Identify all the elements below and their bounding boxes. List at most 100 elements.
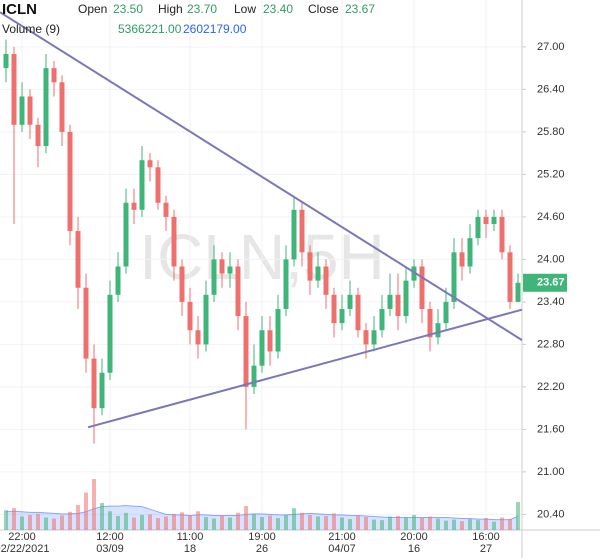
volume-bar (276, 518, 280, 530)
y-tick-label: 22.20 (537, 381, 565, 393)
candle-body (411, 266, 417, 281)
volume-bar (260, 517, 264, 530)
candle-body (219, 259, 225, 274)
volume-bar (196, 511, 200, 530)
trendline (0, 11, 523, 341)
candle-body (51, 68, 57, 83)
volume-bar (164, 516, 168, 530)
high-label: High (158, 2, 183, 16)
volume-bar (348, 519, 352, 530)
volume-bar (108, 511, 112, 530)
volume-bar (372, 519, 376, 530)
candle-body (195, 330, 201, 345)
candle-body (515, 282, 521, 302)
candle-body (235, 266, 241, 317)
volume-bar (68, 511, 72, 530)
candle-body (459, 252, 465, 267)
open-label: Open (78, 2, 107, 16)
volume-bar (412, 514, 416, 530)
volume-bar (28, 514, 32, 530)
candle-body (227, 266, 233, 274)
candle-body (91, 358, 97, 409)
volume-label: Volume (9) (2, 22, 60, 36)
volume-bar (84, 492, 88, 530)
volume-bar (484, 518, 488, 530)
volume-bar (396, 515, 400, 530)
candle-body (427, 308, 433, 338)
y-tick-label: 21.60 (537, 423, 565, 435)
candle-body (211, 259, 217, 295)
volume-bar (308, 514, 312, 530)
candle-body (43, 68, 49, 147)
volume-bar (284, 514, 288, 530)
x-date-label: 26 (256, 543, 268, 555)
candle-body (443, 301, 449, 324)
volume-bar (4, 510, 8, 530)
candle-body (419, 266, 425, 309)
candle-body (179, 266, 185, 302)
candle-body (67, 131, 73, 232)
volume-bar (36, 513, 40, 530)
candle-body (339, 308, 345, 324)
candle-body (507, 252, 513, 302)
candle-body (475, 216, 481, 239)
y-tick-label: 27.00 (537, 41, 565, 53)
volume-bar (444, 520, 448, 530)
candle-body (299, 209, 305, 253)
x-tick-label: 11:00 (177, 531, 204, 543)
candle-body (139, 160, 145, 210)
y-tick-label: 21.00 (537, 466, 565, 478)
x-date-label: 02/22/2021 (0, 543, 50, 555)
candle-body (259, 330, 265, 366)
volume-bar (380, 520, 384, 530)
x-date-label: 16 (408, 543, 420, 555)
candle-body (3, 53, 9, 69)
y-tick-label: 25.80 (537, 126, 565, 138)
low-value: 23.40 (263, 2, 293, 16)
y-tick-label: 24.00 (537, 253, 565, 265)
volume-bar (236, 512, 240, 530)
volume-bar (452, 519, 456, 530)
candle-body (291, 209, 297, 260)
candle-body (27, 96, 33, 125)
volume-bar (252, 513, 256, 530)
x-tick-label: 21:00 (328, 531, 356, 543)
candle-body (379, 308, 385, 331)
candle-body (275, 308, 281, 352)
candle-body (435, 323, 441, 338)
candle-body (323, 266, 329, 295)
volume-bar (420, 518, 424, 530)
candle-body (395, 294, 401, 317)
volume-bar (20, 516, 24, 530)
candle-body (355, 294, 361, 331)
candle-body (347, 294, 353, 309)
close-label: Close (308, 2, 339, 16)
volume-bar (388, 516, 392, 530)
volume-bar (148, 514, 152, 530)
candle-body (75, 231, 81, 288)
x-date-label: 04/07 (328, 543, 356, 555)
volume-bar (132, 517, 136, 530)
volume-bar (228, 517, 232, 530)
candle-body (467, 238, 473, 267)
candle-body (35, 124, 41, 147)
volume-bar (364, 517, 368, 530)
volume-ma-line (5, 505, 519, 521)
last-price-box (523, 273, 567, 292)
volume-bar (60, 515, 64, 530)
candle-body (363, 330, 369, 345)
candle-body (99, 372, 105, 409)
volume-bar (460, 521, 464, 530)
candle-body (283, 259, 289, 309)
volume-bar (220, 515, 224, 530)
volume-bar (404, 517, 408, 530)
volume-bar (212, 518, 216, 530)
volume-bar (100, 502, 104, 530)
candle-body (331, 294, 337, 324)
candle-body (243, 316, 249, 387)
candle-body (115, 266, 121, 295)
candle-body (107, 294, 113, 373)
candle-body (203, 294, 209, 345)
volume-bar (188, 515, 192, 530)
volume-bar (356, 515, 360, 530)
